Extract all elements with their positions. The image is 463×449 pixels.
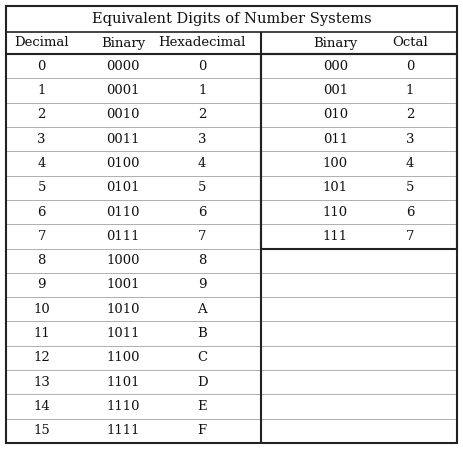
Text: 0000: 0000 [106, 60, 140, 73]
Text: 6: 6 [406, 206, 414, 219]
Text: 11: 11 [33, 327, 50, 340]
Text: 110: 110 [323, 206, 348, 219]
Text: B: B [197, 327, 207, 340]
Text: 7: 7 [198, 230, 206, 243]
Text: 3: 3 [38, 132, 46, 145]
Text: 9: 9 [38, 278, 46, 291]
Text: 1010: 1010 [106, 303, 140, 316]
Text: 0101: 0101 [106, 181, 140, 194]
Text: 011: 011 [323, 132, 348, 145]
Text: 1: 1 [406, 84, 414, 97]
Text: 1001: 1001 [106, 278, 140, 291]
Text: 14: 14 [33, 400, 50, 413]
Text: 111: 111 [323, 230, 348, 243]
Text: 7: 7 [38, 230, 46, 243]
Text: 3: 3 [198, 132, 206, 145]
Text: C: C [197, 352, 207, 365]
Text: 2: 2 [198, 108, 206, 121]
Text: A: A [197, 303, 207, 316]
Text: 0110: 0110 [106, 206, 140, 219]
Text: 5: 5 [406, 181, 414, 194]
Text: 1111: 1111 [106, 424, 140, 437]
Text: 8: 8 [198, 254, 206, 267]
Text: 1100: 1100 [106, 352, 140, 365]
Text: Decimal: Decimal [14, 36, 69, 49]
Text: 5: 5 [38, 181, 46, 194]
Text: 2: 2 [406, 108, 414, 121]
Text: 0: 0 [198, 60, 206, 73]
Text: 10: 10 [33, 303, 50, 316]
Text: 8: 8 [38, 254, 46, 267]
Text: 1110: 1110 [106, 400, 140, 413]
Text: 1: 1 [38, 84, 46, 97]
Text: 6: 6 [198, 206, 206, 219]
Text: Equivalent Digits of Number Systems: Equivalent Digits of Number Systems [92, 12, 371, 26]
Text: 15: 15 [33, 424, 50, 437]
Text: 1101: 1101 [106, 376, 140, 389]
Text: Octal: Octal [392, 36, 428, 49]
Text: 000: 000 [323, 60, 348, 73]
Text: 7: 7 [406, 230, 414, 243]
Text: E: E [197, 400, 207, 413]
Text: 3: 3 [406, 132, 414, 145]
Text: Binary: Binary [101, 36, 145, 49]
Text: 001: 001 [323, 84, 348, 97]
Text: 4: 4 [198, 157, 206, 170]
Text: 4: 4 [406, 157, 414, 170]
Text: 1011: 1011 [106, 327, 140, 340]
Text: F: F [198, 424, 207, 437]
Text: 13: 13 [33, 376, 50, 389]
Text: 0010: 0010 [106, 108, 140, 121]
Text: 0001: 0001 [106, 84, 140, 97]
Text: 12: 12 [33, 352, 50, 365]
Text: 1: 1 [198, 84, 206, 97]
Text: 0: 0 [406, 60, 414, 73]
Text: D: D [197, 376, 207, 389]
Text: 5: 5 [198, 181, 206, 194]
Text: 010: 010 [323, 108, 348, 121]
Text: 4: 4 [38, 157, 46, 170]
Text: 1000: 1000 [106, 254, 140, 267]
Text: 0111: 0111 [106, 230, 140, 243]
Text: 0: 0 [38, 60, 46, 73]
Text: 2: 2 [38, 108, 46, 121]
Text: 101: 101 [323, 181, 348, 194]
Bar [261, 54, 457, 248]
Text: Hexadecimal: Hexadecimal [158, 36, 246, 49]
Text: 0011: 0011 [106, 132, 140, 145]
Text: Binary: Binary [313, 36, 357, 49]
Text: 100: 100 [323, 157, 348, 170]
Text: 0100: 0100 [106, 157, 140, 170]
Text: 9: 9 [198, 278, 206, 291]
Text: 6: 6 [38, 206, 46, 219]
